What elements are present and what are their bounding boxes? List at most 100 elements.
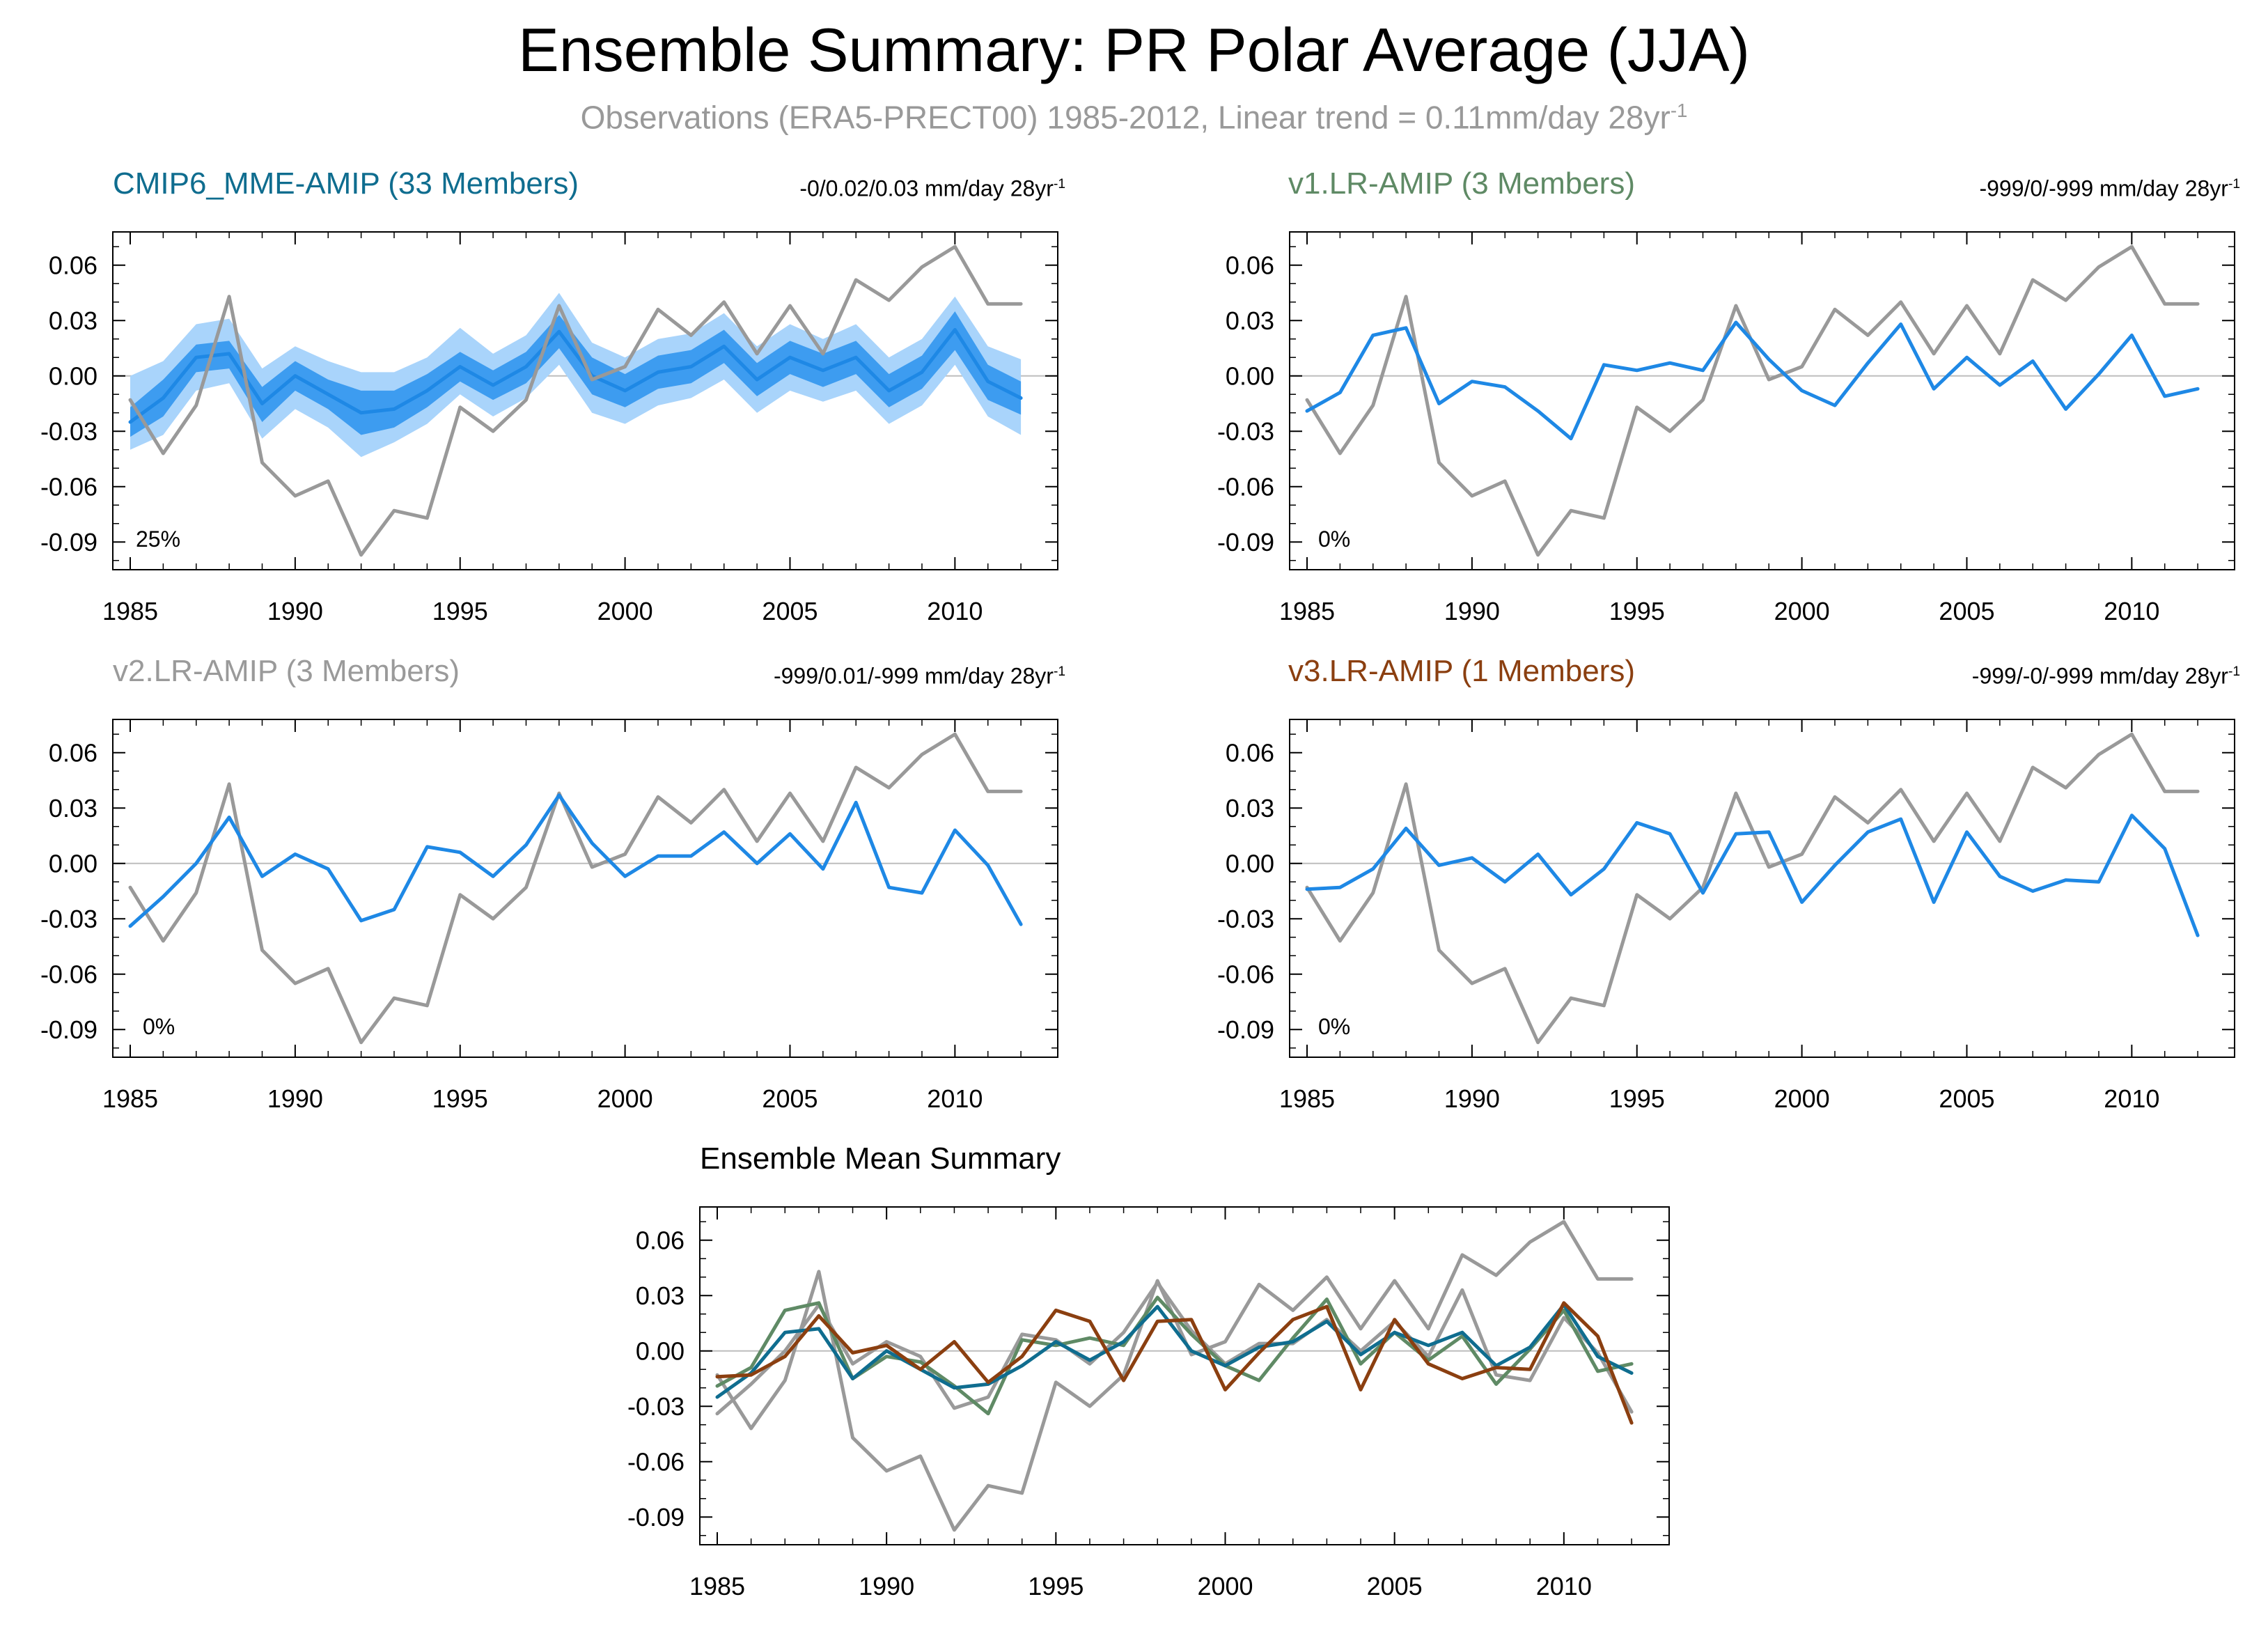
percent-label-v3: 0%	[1318, 1014, 1350, 1039]
xtick-label-cmip6: 2000	[597, 597, 653, 625]
trend-sup-v1: -1	[2228, 177, 2240, 192]
xtick-label-v2: 2000	[597, 1084, 653, 1113]
panel-title-cmip6: CMIP6_MME-AMIP (33 Members)	[113, 166, 579, 201]
observation-line-v2	[128, 732, 1023, 1045]
xtick-label-mean: 1985	[689, 1572, 745, 1600]
ytick-label-v2: 0.03	[49, 794, 97, 823]
trend-text-cmip6: -0/0.02/0.03 mm/day 28yr	[799, 176, 1054, 201]
ytick-label-v3: -0.06	[1217, 960, 1274, 989]
subtitle-text: Observations (ERA5-PRECT00) 1985-2012, L…	[580, 99, 1671, 136]
series-line-v2	[128, 793, 1023, 928]
trend-text-v3: -999/-0/-999 mm/day 28yr	[1971, 663, 2228, 689]
panel-title-v3: v3.LR-AMIP (1 Members)	[1288, 654, 1635, 688]
plot-cmip6: 0.06 0.03 0.00 -0.03 -0.06 -0.09 1985 1990 1995 2…	[40, 231, 1058, 625]
plot-frame-v2	[112, 719, 1058, 1058]
plot-frame-mean	[699, 1206, 1670, 1545]
xtick-label-mean: 2005	[1367, 1572, 1423, 1600]
xtick-label-v3: 1990	[1444, 1084, 1500, 1113]
ytick-label-v1: -0.03	[1217, 417, 1274, 446]
observation-line-cmip6	[128, 244, 1023, 557]
xtick-label-cmip6: 1995	[432, 597, 488, 625]
ytick-label-mean: -0.06	[627, 1448, 685, 1476]
xtick-label-mean: 2000	[1197, 1572, 1253, 1600]
ytick-label-v3: -0.09	[1217, 1015, 1274, 1044]
ytick-label-v1: -0.06	[1217, 473, 1274, 501]
xtick-label-v2: 1985	[102, 1084, 158, 1113]
xtick-label-v2: 2010	[927, 1084, 983, 1113]
trend-label-v2: -999/0.01/-999 mm/day 28yr-1	[774, 658, 1065, 690]
ytick-label-cmip6: 0.00	[49, 362, 97, 391]
xtick-label-v1: 2005	[1939, 597, 1994, 625]
xtick-label-v3: 2005	[1939, 1084, 1994, 1113]
xtick-label-v1: 2000	[1774, 597, 1830, 625]
xtick-label-v2: 1990	[267, 1084, 323, 1113]
panel-title-v1: v1.LR-AMIP (3 Members)	[1288, 166, 1635, 201]
series-line-cmip6	[128, 328, 1023, 424]
trend-label-v1: -999/0/-999 mm/day 28yr-1	[1979, 171, 2240, 203]
mean-line-v1	[715, 1295, 1634, 1416]
ytick-label-v3: 0.03	[1226, 794, 1274, 823]
ytick-label-v1: 0.06	[1226, 251, 1274, 280]
mean-line-cmip6	[715, 1303, 1634, 1399]
ytick-label-v1: 0.03	[1226, 306, 1274, 335]
ytick-label-cmip6: -0.09	[40, 528, 97, 556]
xtick-label-v3: 1985	[1279, 1084, 1335, 1113]
xtick-label-mean: 2010	[1536, 1572, 1592, 1600]
xtick-label-v3: 1995	[1609, 1084, 1665, 1113]
ytick-label-cmip6: 0.03	[49, 306, 97, 335]
plot-frame-v3	[1289, 719, 2235, 1058]
ytick-label-v2: -0.09	[40, 1015, 97, 1044]
xtick-label-v3: 2000	[1774, 1084, 1830, 1113]
trend-text-v1: -999/0/-999 mm/day 28yr	[1979, 176, 2228, 201]
plot-frame-v1	[1289, 231, 2235, 570]
ytick-label-mean: 0.00	[636, 1337, 685, 1366]
plot-v2: 0.06 0.03 0.00 -0.03 -0.06 -0.09 1985 1990 1995 2…	[40, 719, 1058, 1113]
ytick-label-cmip6: -0.06	[40, 473, 97, 501]
trend-sup-v3: -1	[2228, 664, 2240, 679]
plot-mean: 0.06 0.03 0.00 -0.03 -0.06 -0.09 1985 1990 1995 2…	[627, 1206, 1670, 1600]
ytick-label-mean: 0.06	[636, 1226, 685, 1255]
ytick-label-v3: 0.00	[1226, 850, 1274, 878]
series-line-v1	[1305, 320, 2200, 441]
trend-sup-cmip6: -1	[1053, 177, 1065, 192]
xtick-label-cmip6: 2010	[927, 597, 983, 625]
ytick-label-v2: -0.03	[40, 905, 97, 933]
xtick-label-v2: 1995	[432, 1084, 488, 1113]
ytick-label-v3: 0.06	[1226, 739, 1274, 767]
panel-title-mean: Ensemble Mean Summary	[700, 1141, 1061, 1176]
mean-line-v3	[715, 1301, 1634, 1425]
trend-sup-v2: -1	[1053, 664, 1065, 679]
ytick-label-v3: -0.03	[1217, 905, 1274, 933]
xtick-label-cmip6: 1990	[267, 597, 323, 625]
ytick-label-mean: -0.09	[627, 1503, 685, 1531]
xtick-label-v1: 2010	[2104, 597, 2159, 625]
series-line-v3	[1305, 813, 2200, 937]
mean-line-v2	[715, 1281, 1634, 1416]
xtick-label-mean: 1995	[1028, 1572, 1084, 1600]
xtick-label-v2: 2005	[762, 1084, 818, 1113]
ytick-label-v2: -0.06	[40, 960, 97, 989]
ytick-label-mean: 0.03	[636, 1281, 685, 1310]
ytick-label-v2: 0.00	[49, 850, 97, 878]
percent-label-v1: 0%	[1318, 527, 1350, 552]
xtick-label-mean: 1990	[859, 1572, 914, 1600]
plot-v3: 0.06 0.03 0.00 -0.03 -0.06 -0.09 1985 1990 1995 2…	[1217, 719, 2235, 1113]
plot-frame-cmip6	[112, 231, 1058, 570]
xtick-label-cmip6: 1985	[102, 597, 158, 625]
trend-label-cmip6: -0/0.02/0.03 mm/day 28yr-1	[799, 171, 1065, 203]
ytick-label-mean: -0.03	[627, 1392, 685, 1421]
xtick-label-v1: 1995	[1609, 597, 1665, 625]
subtitle-superscript: -1	[1670, 100, 1688, 121]
ytick-label-v1: 0.00	[1226, 362, 1274, 391]
trend-label-v3: -999/-0/-999 mm/day 28yr-1	[1972, 658, 2240, 690]
observation-line-v3	[1305, 732, 2200, 1045]
panel-title-v2: v2.LR-AMIP (3 Members)	[113, 654, 460, 688]
xtick-label-cmip6: 2005	[762, 597, 818, 625]
ytick-label-v2: 0.06	[49, 739, 97, 767]
band-inner-cmip6	[130, 311, 1022, 437]
percent-label-cmip6: 25%	[136, 527, 180, 552]
xtick-label-v1: 1985	[1279, 597, 1335, 625]
chart-title: Ensemble Summary: PR Polar Average (JJA)	[518, 15, 1750, 84]
ytick-label-v1: -0.09	[1217, 528, 1274, 556]
plot-v1: 0.06 0.03 0.00 -0.03 -0.06 -0.09 1985 1990 1995 2…	[1217, 231, 2235, 625]
